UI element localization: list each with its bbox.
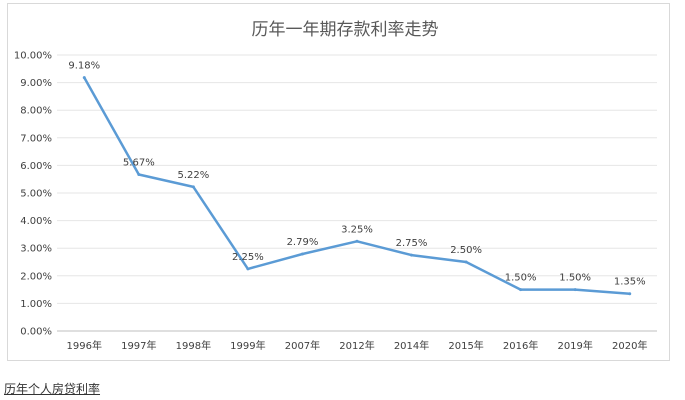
chart-frame — [7, 3, 670, 361]
data-label: 2.25% — [232, 252, 264, 263]
x-tick-label: 2014年 — [394, 339, 429, 352]
y-tick-label: 0.00% — [20, 327, 52, 338]
gridlines — [57, 54, 657, 332]
data-label: 1.50% — [505, 273, 537, 284]
data-label: 5.67% — [123, 158, 155, 169]
y-tick-label: 3.00% — [20, 244, 52, 255]
data-point — [519, 288, 523, 292]
x-tick-label: 2020年 — [612, 339, 647, 352]
data-point — [300, 252, 304, 256]
y-tick-label: 1.00% — [20, 299, 52, 310]
x-tick-label: 2012年 — [339, 339, 374, 352]
data-label: 2.50% — [450, 245, 482, 256]
data-label: 9.18% — [68, 61, 100, 72]
y-tick-label: 9.00% — [20, 78, 52, 89]
y-tick-label: 4.00% — [20, 216, 52, 227]
data-point — [573, 288, 577, 292]
y-tick-label: 5.00% — [20, 189, 52, 200]
x-tick-label: 2007年 — [285, 339, 320, 352]
data-point — [355, 239, 359, 243]
x-tick-label: 1999年 — [230, 339, 265, 352]
data-label: 3.25% — [341, 224, 373, 235]
x-tick-label: 1996年 — [67, 339, 102, 352]
x-axis-tick-labels: 1996年 1997年 1998年 1999年 2007年 2012年 2014年 2015年… — [67, 339, 648, 352]
data-label: 1.35% — [614, 277, 646, 288]
chart-title: 历年一年期存款利率走势 — [252, 20, 439, 40]
data-point — [191, 185, 195, 189]
x-tick-label: 1997年 — [121, 339, 156, 352]
data-point — [82, 76, 86, 80]
y-tick-label: 7.00% — [20, 133, 52, 144]
y-tick-label: 8.00% — [20, 106, 52, 117]
data-point — [410, 253, 414, 257]
data-point — [246, 267, 250, 271]
data-label: 5.22% — [177, 170, 209, 181]
data-point — [464, 260, 468, 264]
data-label: 1.50% — [559, 273, 591, 284]
y-tick-label: 2.00% — [20, 271, 52, 282]
x-tick-label: 1998年 — [176, 339, 211, 352]
data-label: 2.79% — [287, 237, 319, 248]
mortgage-rate-link[interactable]: 历年个人房贷利率 — [4, 382, 101, 396]
data-label-group: 9.18% 5.67% 5.22% 2.25% 2.79% 3.25% 2.75% 2.50%… — [68, 61, 646, 296]
x-tick-label: 2016年 — [503, 339, 538, 352]
x-tick-label: 2015年 — [448, 339, 483, 352]
y-axis-tick-labels: 0.00% 1.00% 2.00% 3.00% 4.00% 5.00% 6.00% 7.00%… — [14, 51, 52, 338]
y-tick-label: 10.00% — [14, 51, 52, 62]
data-label: 2.75% — [396, 238, 428, 249]
y-tick-label: 6.00% — [20, 161, 52, 172]
x-tick-label: 2019年 — [557, 339, 592, 352]
data-point — [628, 292, 632, 296]
data-point — [137, 173, 141, 177]
